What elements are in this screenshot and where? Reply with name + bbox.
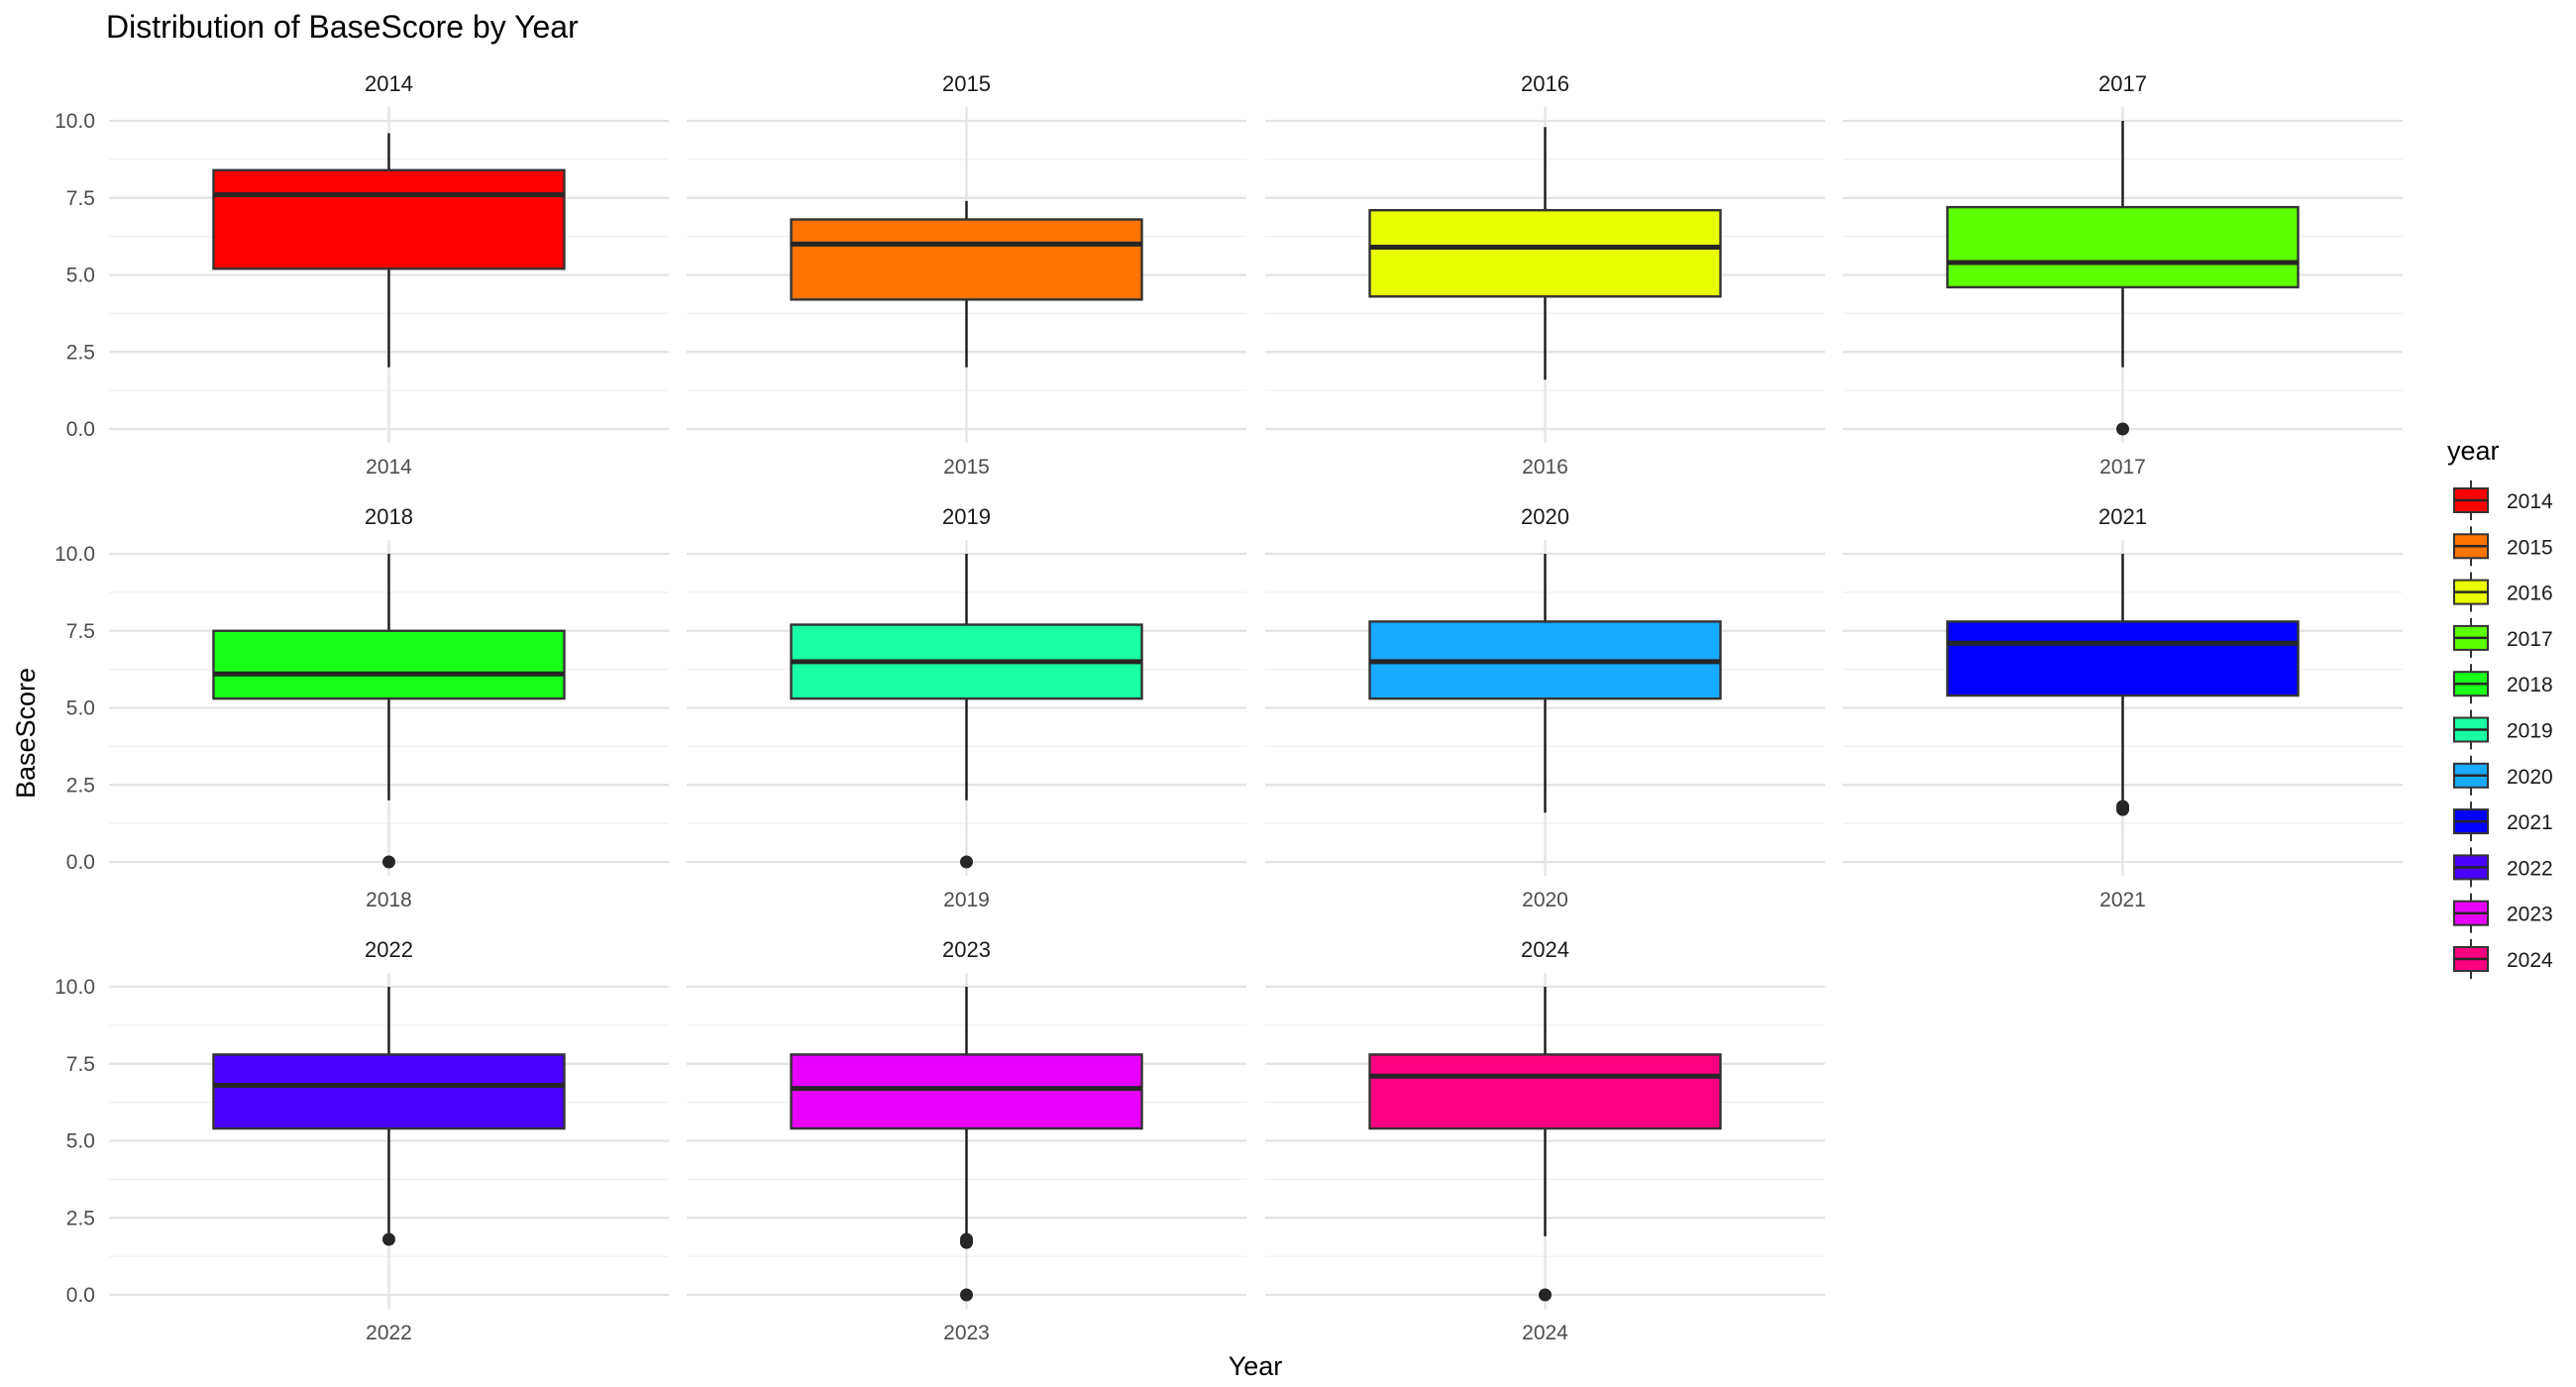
box-2018 (212, 629, 566, 700)
legend: year 2014 2015 2016 2017 2018 2019 2020 2021 202… (2447, 436, 2553, 979)
legend-item-2014: 2014 (2453, 480, 2553, 520)
facet-panel-2023: 2023 2023 (687, 937, 1246, 1344)
y-tick-label: 0.0 (66, 1284, 95, 1307)
legend-title: year (2447, 436, 2500, 466)
x-tick-label: 2021 (2099, 889, 2146, 911)
facet-panel-2019: 2019 2019 (687, 504, 1246, 911)
y-tick-label: 7.5 (66, 620, 95, 643)
outlier-point (960, 855, 973, 869)
outlier-point (2116, 422, 2129, 436)
facet-strip-label: 2014 (365, 71, 413, 96)
legend-item-2022: 2022 (2453, 847, 2553, 888)
x-tick-label: 2018 (366, 889, 412, 911)
legend-item-2021: 2021 (2453, 801, 2553, 842)
legend-label: 2018 (2507, 674, 2553, 696)
legend-item-2020: 2020 (2453, 755, 2553, 796)
x-tick-label: 2023 (943, 1322, 990, 1344)
x-tick-label: 2016 (1522, 456, 1568, 479)
facet-strip-label: 2024 (1521, 937, 1569, 962)
legend-label: 2017 (2507, 628, 2553, 651)
box-2016 (1368, 208, 1722, 298)
box-2015 (790, 218, 1143, 301)
x-tick-label: 2022 (366, 1322, 412, 1344)
legend-label: 2022 (2507, 857, 2553, 880)
facet-panel-2014: 2014 0.0 2.5 5.0 7.5 10.0 2014 (54, 71, 669, 479)
x-tick-label: 2019 (943, 889, 990, 911)
facet-strip-label: 2019 (942, 504, 991, 529)
outlier-point (2116, 802, 2129, 816)
box-2014 (212, 168, 566, 270)
facet-panel-2015: 2015 2015 (687, 71, 1246, 479)
y-tick-label: 5.0 (66, 697, 95, 720)
legend-item-2019: 2019 (2453, 709, 2553, 750)
y-tick-label: 10.0 (54, 110, 95, 133)
y-tick-label: 7.5 (66, 1053, 95, 1076)
legend-item-2015: 2015 (2453, 526, 2553, 567)
facet-panels: 20140.02.55.07.510.020142015201520162016… (54, 71, 2403, 1344)
legend-label: 2024 (2507, 949, 2553, 972)
box-2017 (1946, 205, 2300, 289)
x-tick-label: 2014 (366, 456, 412, 479)
x-tick-label: 2015 (943, 456, 990, 479)
legend-label: 2015 (2507, 536, 2553, 559)
chart-title: Distribution of BaseScore by Year (106, 9, 579, 45)
facet-panel-2021: 2021 2021 (1843, 504, 2403, 911)
legend-item-2023: 2023 (2453, 893, 2553, 933)
legend-item-2017: 2017 (2453, 617, 2553, 658)
outlier-point (382, 855, 395, 869)
facet-strip-label: 2020 (1521, 504, 1569, 529)
facet-panel-2018: 2018 0.0 2.5 5.0 7.5 10.0 2018 (54, 504, 669, 911)
y-tick-label: 2.5 (66, 341, 95, 364)
y-tick-label: 5.0 (66, 1130, 95, 1153)
facet-panel-2017: 2017 2017 (1843, 71, 2403, 479)
legend-label: 2019 (2507, 720, 2553, 743)
facet-panel-2024: 2024 2024 (1265, 937, 1825, 1344)
y-tick-label: 2.5 (66, 774, 95, 797)
legend-label: 2023 (2507, 904, 2553, 926)
box-2021 (1946, 620, 2300, 697)
facet-strip-label: 2023 (942, 937, 991, 962)
facet-strip-label: 2015 (942, 71, 991, 96)
outlier-point (960, 1288, 973, 1302)
x-axis-title: Year (1229, 1351, 1283, 1381)
facet-panel-2020: 2020 2020 (1265, 504, 1825, 911)
facet-strip-label: 2018 (365, 504, 413, 529)
outlier-point (382, 1232, 395, 1246)
box-2024 (1368, 1053, 1722, 1130)
box-2022 (212, 1053, 566, 1130)
legend-label: 2016 (2507, 583, 2553, 605)
legend-item-2018: 2018 (2453, 664, 2553, 704)
legend-items: 2014 2015 2016 2017 2018 2019 2020 2021 2022 2023… (2453, 480, 2553, 979)
facet-strip-label: 2017 (2098, 71, 2147, 96)
facet-panel-2016: 2016 2016 (1265, 71, 1825, 479)
y-tick-label: 0.0 (66, 418, 95, 441)
legend-label: 2021 (2507, 811, 2553, 834)
outlier-point (960, 1235, 973, 1249)
legend-item-2016: 2016 (2453, 572, 2553, 612)
outlier-point (1539, 1288, 1552, 1302)
facet-panel-2022: 2022 0.0 2.5 5.0 7.5 10.0 2022 (54, 937, 669, 1344)
y-tick-label: 7.5 (66, 187, 95, 210)
legend-label: 2014 (2507, 490, 2553, 513)
y-tick-label: 0.0 (66, 851, 95, 874)
box-2023 (790, 1053, 1143, 1130)
facet-strip-label: 2022 (365, 937, 413, 962)
facet-strip-label: 2021 (2098, 504, 2147, 529)
legend-item-2024: 2024 (2453, 939, 2553, 979)
x-tick-label: 2024 (1522, 1322, 1568, 1344)
y-tick-label: 10.0 (54, 543, 95, 566)
facet-strip-label: 2016 (1521, 71, 1569, 96)
y-tick-label: 10.0 (54, 976, 95, 999)
y-tick-label: 5.0 (66, 265, 95, 287)
x-tick-label: 2020 (1522, 889, 1568, 911)
y-axis-title: BaseScore (11, 668, 41, 799)
y-tick-label: 2.5 (66, 1207, 95, 1229)
legend-label: 2020 (2507, 766, 2553, 789)
x-tick-label: 2017 (2099, 456, 2146, 479)
